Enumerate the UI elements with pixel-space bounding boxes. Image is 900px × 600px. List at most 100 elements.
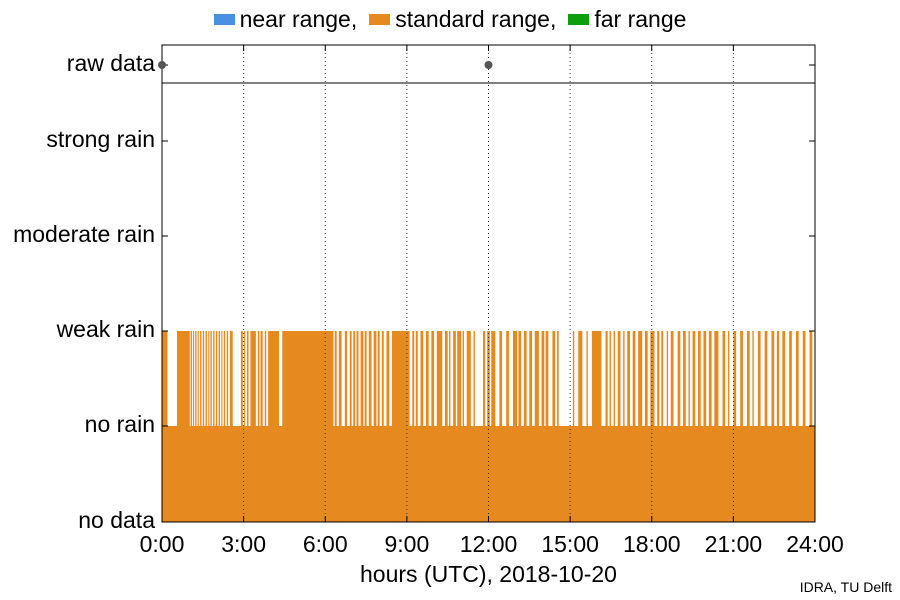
raw-data-point	[158, 61, 166, 69]
y-tick-label: raw data	[67, 50, 155, 76]
series-bar	[572, 331, 575, 426]
series-bar	[623, 331, 625, 426]
series-bar	[518, 331, 522, 426]
y-tick-label: strong rain	[46, 126, 155, 152]
series-bar	[344, 331, 348, 426]
x-tick-label: 21:00	[705, 531, 763, 557]
series-bar	[386, 331, 390, 426]
series-bar	[802, 331, 806, 426]
series-bar	[661, 331, 664, 426]
legend-label-far-range: far range	[594, 5, 687, 32]
legend-swatch-far-range	[568, 13, 590, 25]
series-bar	[334, 331, 337, 426]
series-bar	[757, 331, 761, 426]
series-bar	[586, 331, 588, 426]
series-bar	[210, 331, 212, 426]
raw-data-point	[484, 61, 493, 69]
series-bar	[415, 331, 418, 426]
series-bar	[190, 331, 192, 426]
series-bar	[195, 331, 197, 426]
series-bar	[771, 331, 775, 426]
series-bar	[197, 331, 199, 426]
series-bar	[381, 331, 384, 426]
x-tick-label: 0:00	[140, 531, 185, 557]
series-bar	[349, 331, 352, 426]
series-bar	[436, 331, 443, 426]
series-bar	[809, 331, 813, 426]
series-bar	[617, 331, 621, 426]
series-bar	[453, 331, 456, 426]
series-bar	[412, 331, 415, 426]
legend: near range, standard range, far range	[0, 4, 900, 34]
legend-item-far-range[interactable]: far range	[568, 6, 686, 33]
series-bar	[223, 331, 226, 426]
legend-swatch-near-range	[213, 13, 235, 25]
series-bar	[208, 331, 210, 426]
series-bar	[552, 331, 556, 426]
x-tick-label: 3:00	[221, 531, 266, 557]
legend-swatch-standard-range	[369, 13, 391, 25]
series-bar	[733, 331, 737, 426]
series-bar	[650, 331, 655, 426]
series-bar	[473, 331, 475, 426]
series-bar	[670, 331, 674, 426]
series-bar	[557, 331, 559, 426]
series-bar	[444, 331, 448, 426]
series-bar	[221, 331, 223, 426]
series-baseline-bar	[162, 426, 815, 522]
series-bar	[714, 331, 719, 426]
series-bar	[740, 331, 743, 426]
series-bar	[776, 331, 780, 426]
series-bar	[431, 331, 435, 426]
series-bar	[795, 331, 799, 426]
series-bar	[677, 331, 681, 426]
series-bar	[627, 331, 630, 426]
x-tick-label: 12:00	[460, 531, 518, 557]
y-tick-label: no data	[78, 507, 155, 533]
x-tick-label: 6:00	[303, 531, 348, 557]
series-bar	[688, 331, 690, 426]
series-bar	[529, 331, 533, 426]
x-tick-label: 18:00	[623, 531, 681, 557]
series-bar	[244, 331, 246, 426]
series-bar	[226, 331, 229, 426]
series-bar	[202, 331, 205, 426]
series-bar	[162, 331, 168, 426]
legend-item-standard-range[interactable]: standard range,	[369, 6, 556, 33]
series-bar	[218, 331, 220, 426]
series-bar	[193, 331, 195, 426]
series-bar	[613, 331, 616, 426]
series-bar	[666, 331, 669, 426]
legend-label-standard-range: standard range,	[395, 5, 557, 32]
series-bar	[360, 331, 364, 426]
series-bar	[703, 331, 707, 426]
y-tick-label: moderate rain	[13, 221, 155, 247]
series-bar	[377, 331, 380, 426]
series-bar	[240, 331, 243, 426]
x-tick-label: 9:00	[384, 531, 429, 557]
series-bar	[782, 331, 786, 426]
series-bar	[449, 331, 451, 426]
series-bar	[692, 331, 696, 426]
series-bar	[466, 331, 471, 426]
series-bar	[373, 331, 377, 426]
series-bar	[425, 331, 429, 426]
series-bar	[364, 331, 367, 426]
credit-label: IDRA, TU Delft	[799, 579, 892, 595]
series-bar	[506, 331, 509, 426]
series-bar	[591, 331, 602, 426]
series-bar	[250, 331, 256, 426]
series-bar	[609, 331, 611, 426]
series-bar	[545, 331, 549, 426]
series-bar	[338, 331, 342, 426]
y-tick-label: no rain	[85, 411, 155, 437]
series-bar	[698, 331, 701, 426]
series-bar	[644, 331, 648, 426]
legend-item-near-range[interactable]: near range,	[213, 6, 357, 33]
series-bar	[176, 331, 190, 426]
x-tick-label: 24:00	[786, 531, 844, 557]
series-bar	[200, 331, 202, 426]
series-bar	[512, 331, 518, 426]
series-bar	[213, 331, 215, 426]
series-bar	[257, 331, 260, 426]
